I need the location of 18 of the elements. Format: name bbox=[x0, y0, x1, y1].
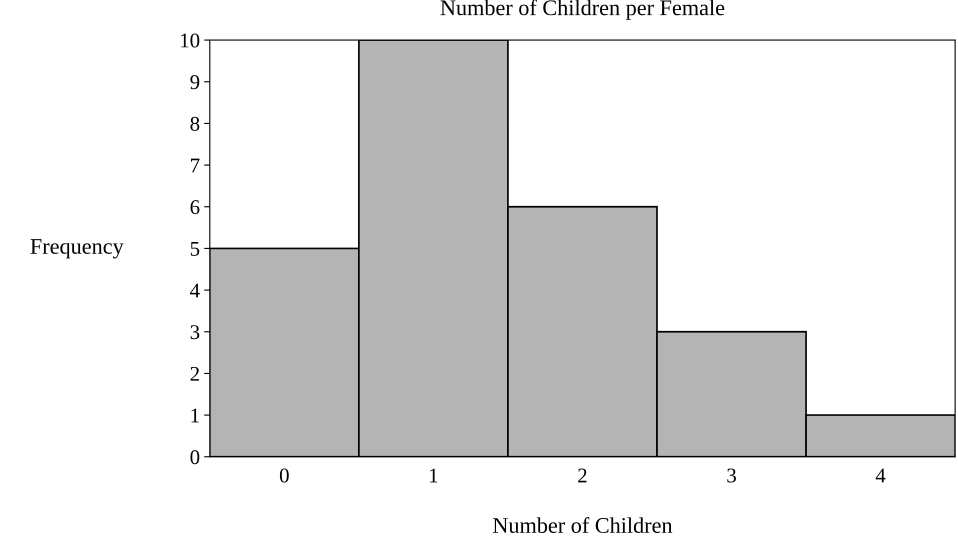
y-tick-label: 1 bbox=[191, 408, 199, 422]
y-tick-label: 9 bbox=[190, 75, 200, 90]
x-tick-label: 3 bbox=[727, 468, 736, 483]
y-tick-label: 4 bbox=[190, 284, 200, 298]
x-axis-title: Number of Children bbox=[493, 517, 672, 533]
y-tick-label: 5 bbox=[190, 242, 200, 256]
x-tick-label: 0 bbox=[280, 468, 289, 483]
y-tick-label: 0 bbox=[190, 450, 200, 464]
y-tick-label: 6 bbox=[190, 200, 200, 214]
x-tick-label: 2 bbox=[578, 468, 587, 482]
y-tick-label: 8 bbox=[190, 116, 200, 131]
y-tick-label: 7 bbox=[191, 158, 200, 172]
y-tick-label: 2 bbox=[190, 366, 199, 381]
x-tick-label: 1 bbox=[430, 468, 438, 482]
y-axis-title: Frequency bbox=[30, 239, 124, 258]
x-tick-label: 4 bbox=[876, 468, 886, 482]
y-tick-label: 3 bbox=[190, 325, 200, 340]
y-tick-label: 10 bbox=[181, 33, 200, 48]
